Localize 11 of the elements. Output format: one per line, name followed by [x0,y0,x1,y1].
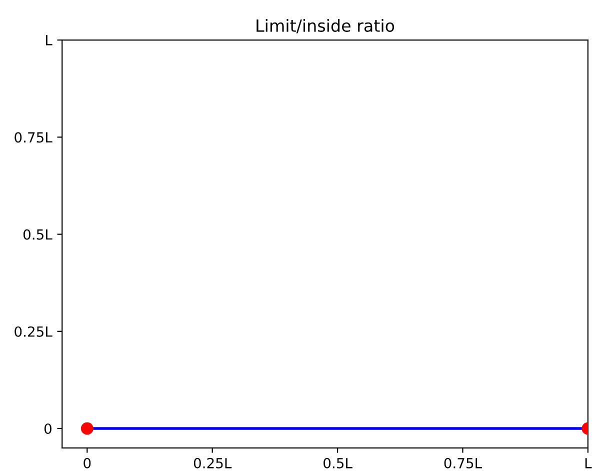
chart-title: Limit/inside ratio [256,19,394,34]
y-tick-label: L [46,35,52,46]
x-tick-label: 0.75L [444,458,482,468]
y-tick-label: 0.25L [14,326,52,337]
x-tick-label: 0 [84,458,91,468]
x-tick-label: 0.25L [194,458,232,468]
x-tick-label: L [585,458,592,468]
x-tick-label: 0.5L [324,458,352,468]
y-tick-label: 0.75L [14,132,52,143]
y-tick-label: 0.5L [23,229,52,240]
y-tick-label: 0 [44,423,52,434]
